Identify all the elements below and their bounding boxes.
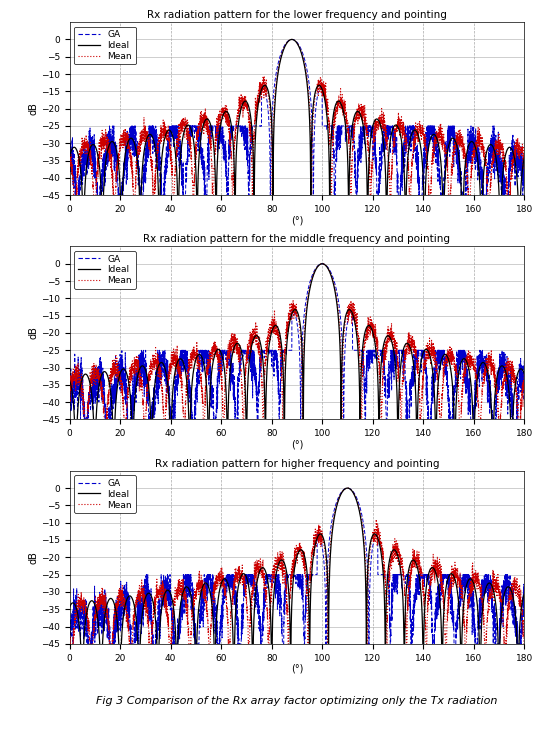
Title: Rx radiation pattern for the middle frequency and pointing: Rx radiation pattern for the middle freq…	[143, 234, 450, 244]
Legend: GA, Ideal, Mean: GA, Ideal, Mean	[74, 251, 136, 289]
X-axis label: (°): (°)	[291, 215, 303, 225]
Title: Rx radiation pattern for higher frequency and pointing: Rx radiation pattern for higher frequenc…	[155, 458, 439, 469]
Y-axis label: dB: dB	[28, 103, 38, 115]
X-axis label: (°): (°)	[291, 664, 303, 674]
Y-axis label: dB: dB	[28, 551, 38, 564]
Title: Rx radiation pattern for the lower frequency and pointing: Rx radiation pattern for the lower frequ…	[147, 10, 447, 20]
X-axis label: (°): (°)	[291, 440, 303, 449]
Text: Fig 3 Comparison of the Rx array factor optimizing only the Tx radiation: Fig 3 Comparison of the Rx array factor …	[96, 697, 498, 706]
Legend: GA, Ideal, Mean: GA, Ideal, Mean	[74, 475, 136, 513]
Y-axis label: dB: dB	[28, 326, 38, 339]
Legend: GA, Ideal, Mean: GA, Ideal, Mean	[74, 27, 136, 64]
